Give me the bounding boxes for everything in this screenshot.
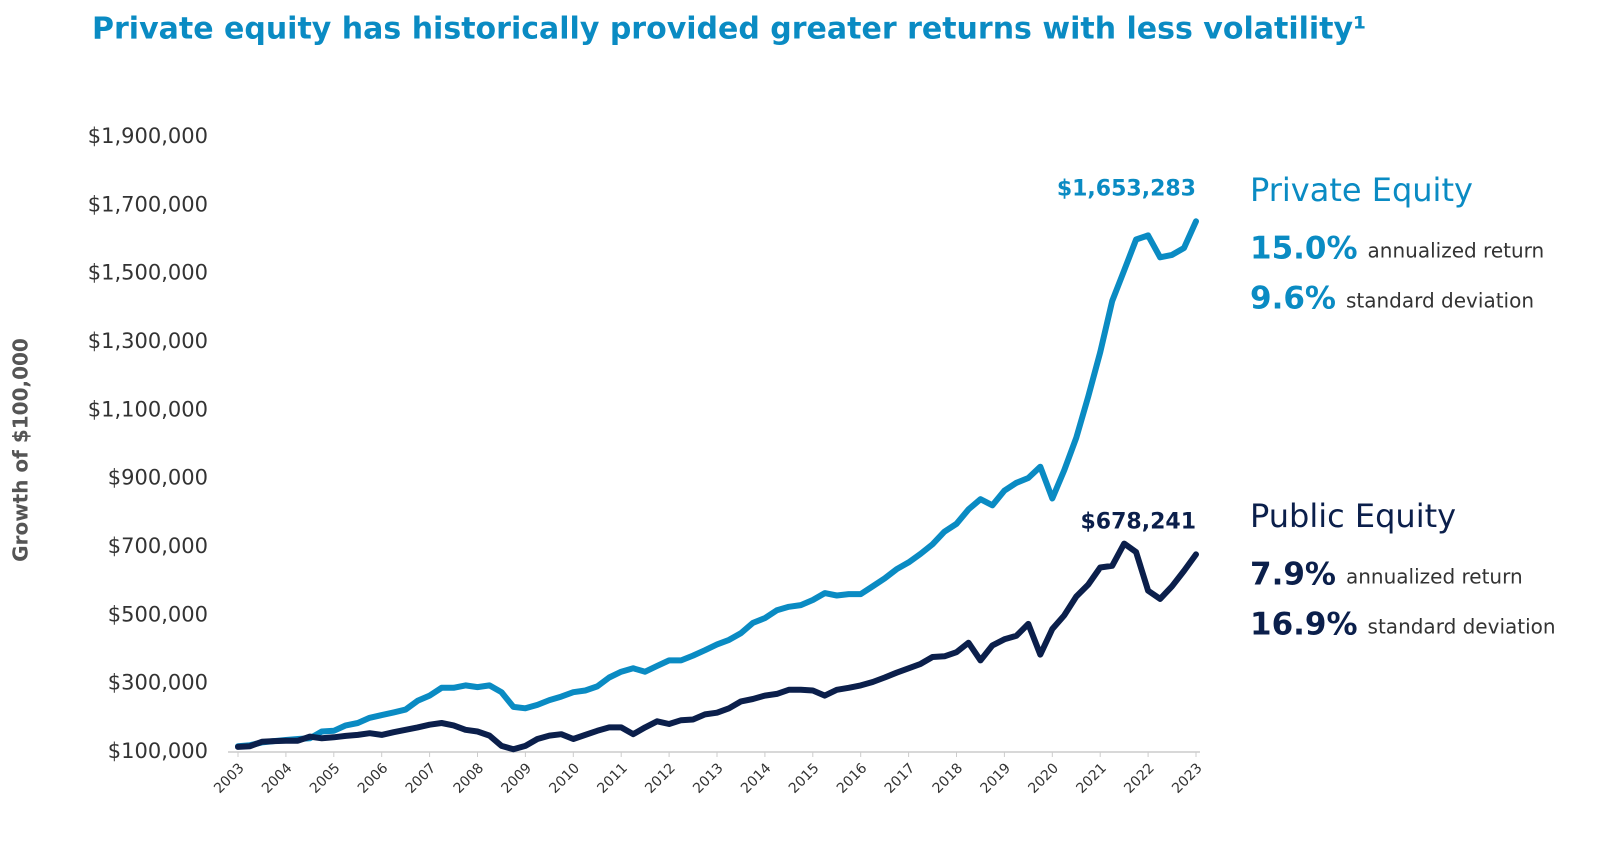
x-tick-label: 2017 (882, 760, 919, 797)
x-tick-label: 2003 (211, 760, 248, 797)
stat-label: annualized return (1368, 239, 1545, 263)
x-tick-label: 2021 (1073, 760, 1110, 797)
x-tick-label: 2007 (403, 760, 440, 797)
x-tick-label: 2015 (786, 760, 823, 797)
x-tick-label: 2018 (930, 760, 967, 797)
y-tick-label: $700,000 (108, 534, 208, 558)
y-tick-label: $500,000 (108, 602, 208, 626)
end-value-label: $1,653,283 (1057, 176, 1196, 201)
x-tick-label: 2020 (1025, 760, 1062, 797)
legend-name: Private Equity (1250, 171, 1473, 209)
x-tick-label: 2016 (834, 760, 871, 797)
chart-title: Private equity has historically provided… (92, 12, 1366, 47)
x-tick-label: 2014 (738, 760, 775, 797)
y-tick-label: $1,100,000 (88, 397, 208, 421)
y-tick-label: $900,000 (108, 466, 208, 490)
x-tick-label: 2023 (1169, 760, 1206, 797)
x-tick-label: 2008 (451, 760, 488, 797)
x-tick-label: 2009 (499, 760, 536, 797)
end-value-label: $678,241 (1080, 509, 1196, 534)
stat-value: 16.9% (1250, 607, 1358, 643)
legend-name: Public Equity (1250, 497, 1456, 535)
stat-value: 15.0% (1250, 231, 1358, 267)
x-tick-label: 2011 (594, 760, 631, 797)
stat-value: 7.9% (1250, 557, 1336, 593)
series-line (235, 540, 1199, 753)
x-tick-label: 2022 (1121, 760, 1158, 797)
x-tick-label: 2004 (259, 760, 296, 797)
stat-value: 9.6% (1250, 281, 1336, 317)
stat-label: annualized return (1346, 565, 1523, 589)
y-tick-label: $1,700,000 (88, 192, 208, 216)
x-tick-label: 2005 (307, 760, 344, 797)
stat-label: standard deviation (1368, 615, 1556, 639)
y-tick-label: $1,300,000 (88, 329, 208, 353)
x-tick-label: 2010 (546, 760, 583, 797)
x-tick-label: 2006 (355, 760, 392, 797)
y-tick-label: $1,500,000 (88, 261, 208, 285)
x-tick-label: 2019 (978, 760, 1015, 797)
y-axis-label: Growth of $100,000 (9, 338, 33, 562)
series-line (235, 218, 1199, 750)
x-tick-label: 2012 (642, 760, 679, 797)
y-tick-label: $1,900,000 (88, 124, 208, 148)
y-tick-label: $100,000 (108, 739, 208, 763)
y-tick-label: $300,000 (108, 671, 208, 695)
x-tick-label: 2013 (690, 760, 727, 797)
stat-label: standard deviation (1346, 289, 1534, 313)
